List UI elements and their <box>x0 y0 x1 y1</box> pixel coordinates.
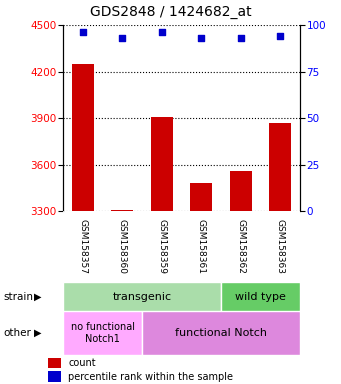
Bar <box>221 282 300 311</box>
Text: percentile rank within the sample: percentile rank within the sample <box>68 372 233 382</box>
Text: wild type: wild type <box>235 291 286 302</box>
Text: other: other <box>3 328 31 338</box>
Text: GSM158359: GSM158359 <box>157 219 166 274</box>
Bar <box>112 210 133 211</box>
Point <box>120 35 125 41</box>
Point <box>80 29 86 35</box>
Point <box>198 35 204 41</box>
Text: no functional
Notch1: no functional Notch1 <box>71 322 135 344</box>
Text: functional Notch: functional Notch <box>175 328 267 338</box>
Text: strain: strain <box>3 291 33 302</box>
Bar <box>63 311 142 355</box>
Bar <box>72 64 94 211</box>
Point <box>238 35 243 41</box>
Bar <box>230 171 252 211</box>
Point <box>278 33 283 39</box>
Point <box>159 29 165 35</box>
Text: GSM158361: GSM158361 <box>197 219 206 274</box>
Text: GDS2848 / 1424682_at: GDS2848 / 1424682_at <box>90 5 251 19</box>
Bar <box>151 116 173 211</box>
Text: GSM158363: GSM158363 <box>276 219 285 274</box>
Bar <box>63 282 221 311</box>
Text: ▶: ▶ <box>34 328 42 338</box>
Text: count: count <box>68 358 96 368</box>
Bar <box>191 183 212 211</box>
Text: transgenic: transgenic <box>113 291 172 302</box>
Text: GSM158362: GSM158362 <box>236 219 245 274</box>
Text: GSM158357: GSM158357 <box>78 219 87 274</box>
Bar <box>142 311 300 355</box>
Text: GSM158360: GSM158360 <box>118 219 127 274</box>
Bar <box>48 371 61 382</box>
Bar <box>269 123 291 211</box>
Text: ▶: ▶ <box>34 291 42 302</box>
Bar <box>48 358 61 369</box>
